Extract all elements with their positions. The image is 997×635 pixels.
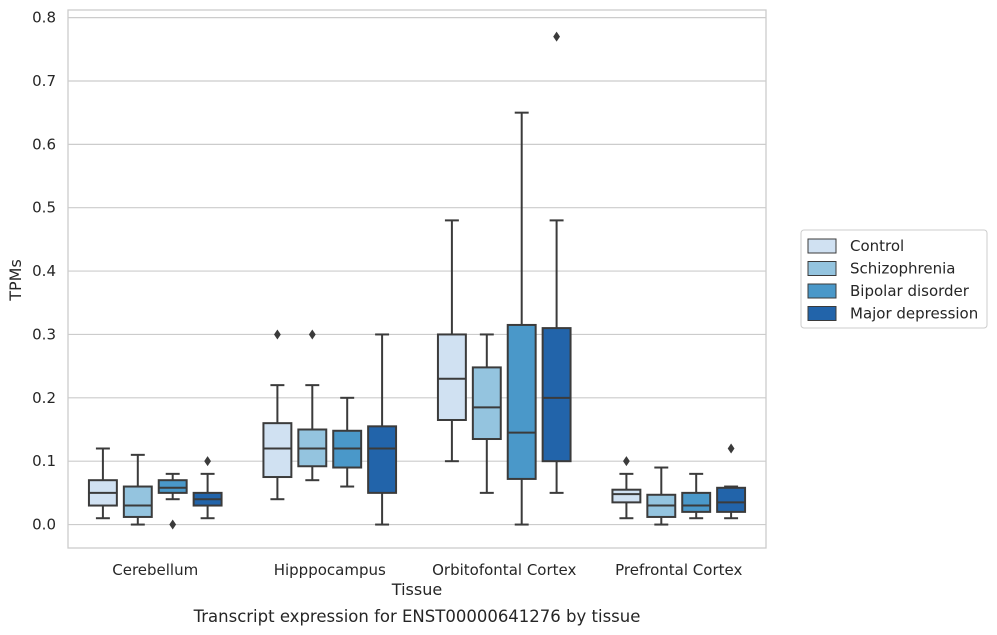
box-3-3 [716, 443, 747, 520]
y-tick-label: 0.0 [32, 516, 56, 534]
box-iqr [367, 425, 398, 494]
flier-point [623, 456, 630, 467]
legend-label-0: Control [850, 237, 904, 255]
box-iqr [157, 479, 188, 494]
flier-point [169, 519, 177, 530]
y-tick-label: 0.3 [32, 325, 56, 343]
legend-swatch-3 [807, 306, 837, 321]
flier-point [553, 31, 560, 42]
legend-label-3: Major depression [850, 305, 978, 323]
legend-swatch-0 [807, 238, 837, 254]
plot-area-frame [67, 9, 767, 549]
y-tick-label: 0.4 [32, 262, 56, 280]
box-iqr [436, 333, 467, 421]
box-marks [87, 31, 747, 530]
y-tick-label: 0.6 [32, 135, 56, 153]
box-iqr [471, 366, 502, 441]
x-tick-label: Prefrontal Cortex [615, 561, 742, 579]
legend-swatch-2 [807, 283, 837, 299]
legend-frame [800, 229, 988, 329]
box-0-2 [436, 219, 467, 463]
box-0-1 [262, 329, 293, 501]
chart-caption: Transcript expression for ENST0000064127… [193, 607, 641, 626]
box-1-0 [122, 453, 153, 526]
flier-point [204, 456, 211, 467]
box-iqr [262, 422, 293, 479]
box-iqr [716, 486, 747, 513]
box-iqr [541, 327, 572, 463]
legend-label-2: Bipolar disorder [850, 282, 970, 300]
box-3-0 [192, 456, 223, 520]
y-tick-labels: 0.0 0.1 0.2 0.3 0.4 0.5 0.6 0.7 0.8 [32, 9, 56, 534]
y-tick-label: 0.1 [32, 452, 56, 470]
y-axis-title: TPMs [6, 259, 25, 302]
box-2-0 [157, 472, 188, 530]
legend-swatch-1 [807, 261, 837, 276]
y-tick-label: 0.5 [32, 199, 56, 217]
x-tick-labels: Cerebellum Hipppocampus Orbitofontal Corte… [112, 561, 742, 579]
box-iqr [122, 485, 153, 518]
box-1-3 [646, 466, 677, 526]
flier-point [308, 329, 316, 340]
y-tick-label: 0.8 [32, 9, 56, 27]
legend: Control Schizophrenia Bipolar disorder Majo… [800, 229, 988, 329]
y-tick-label: 0.7 [32, 72, 56, 90]
x-tick-label: Orbitofontal Cortex [432, 561, 576, 579]
box-2-1 [332, 396, 363, 488]
box-iqr [611, 488, 642, 504]
x-tick-label: Cerebellum [112, 561, 198, 579]
box-1-1 [297, 329, 328, 482]
grid-lines [68, 17, 766, 526]
x-tick-label: Hipppocampus [274, 561, 386, 579]
box-0-0 [87, 447, 118, 520]
y-tick-label: 0.2 [32, 389, 56, 407]
box-iqr [506, 323, 537, 480]
flier-point [727, 443, 735, 454]
box-iqr [681, 491, 712, 513]
box-2-2 [506, 111, 537, 526]
box-2-3 [681, 472, 712, 520]
box-3-2 [541, 31, 572, 494]
legend-label-1: Schizophrenia [850, 260, 955, 278]
box-3-1 [367, 333, 398, 526]
box-1-2 [471, 333, 502, 494]
flier-point [274, 329, 281, 340]
x-axis-title: Tissue [391, 580, 442, 599]
box-0-3 [611, 456, 642, 520]
